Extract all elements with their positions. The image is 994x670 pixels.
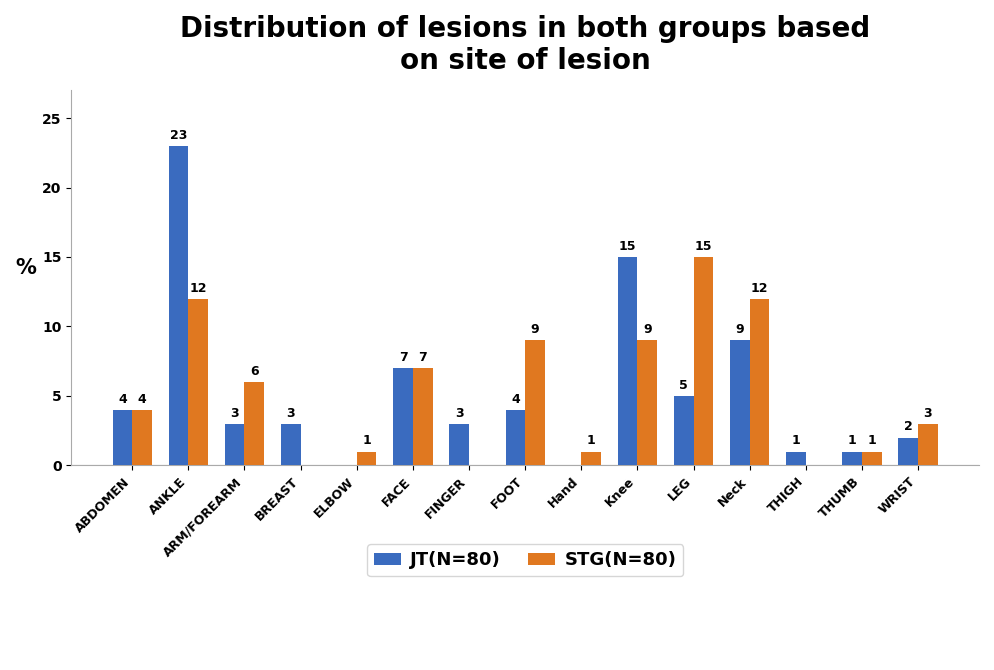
Bar bbox=[394, 368, 413, 466]
Text: 6: 6 bbox=[250, 365, 258, 378]
Text: 3: 3 bbox=[455, 407, 463, 419]
Text: 12: 12 bbox=[190, 281, 207, 295]
Text: 1: 1 bbox=[868, 434, 876, 448]
Text: 9: 9 bbox=[531, 323, 540, 336]
Text: 5: 5 bbox=[679, 379, 688, 392]
Text: 2: 2 bbox=[904, 421, 912, 433]
Bar bbox=[862, 452, 882, 466]
Bar bbox=[842, 452, 862, 466]
Text: 4: 4 bbox=[511, 393, 520, 405]
Bar bbox=[918, 423, 937, 466]
Legend: JT(N=80), STG(N=80): JT(N=80), STG(N=80) bbox=[367, 544, 683, 576]
Bar bbox=[357, 452, 377, 466]
Text: 1: 1 bbox=[362, 434, 371, 448]
Text: 12: 12 bbox=[750, 281, 768, 295]
Text: 1: 1 bbox=[586, 434, 595, 448]
Text: 23: 23 bbox=[170, 129, 187, 141]
Bar bbox=[245, 382, 264, 466]
Bar bbox=[132, 410, 152, 466]
Bar bbox=[525, 340, 545, 466]
Bar bbox=[581, 452, 601, 466]
Text: 7: 7 bbox=[418, 351, 427, 364]
Bar bbox=[618, 257, 637, 466]
Bar bbox=[449, 423, 469, 466]
Bar bbox=[749, 299, 769, 466]
Bar bbox=[189, 299, 208, 466]
Text: 3: 3 bbox=[923, 407, 932, 419]
Text: 7: 7 bbox=[399, 351, 408, 364]
Bar bbox=[899, 438, 918, 466]
Text: 1: 1 bbox=[791, 434, 800, 448]
Y-axis label: %: % bbox=[15, 258, 36, 278]
Text: 1: 1 bbox=[848, 434, 857, 448]
Bar bbox=[786, 452, 806, 466]
Bar bbox=[694, 257, 714, 466]
Text: 3: 3 bbox=[231, 407, 239, 419]
Title: Distribution of lesions in both groups based
on site of lesion: Distribution of lesions in both groups b… bbox=[180, 15, 871, 76]
Bar bbox=[506, 410, 525, 466]
Bar bbox=[730, 340, 749, 466]
Text: 9: 9 bbox=[643, 323, 651, 336]
Text: 15: 15 bbox=[695, 240, 712, 253]
Text: 4: 4 bbox=[118, 393, 127, 405]
Text: 15: 15 bbox=[619, 240, 636, 253]
Text: 9: 9 bbox=[736, 323, 745, 336]
Bar bbox=[637, 340, 657, 466]
Text: 4: 4 bbox=[138, 393, 146, 405]
Bar bbox=[225, 423, 245, 466]
Bar bbox=[413, 368, 432, 466]
Bar bbox=[169, 146, 189, 466]
Bar bbox=[674, 396, 694, 466]
Text: 3: 3 bbox=[286, 407, 295, 419]
Bar bbox=[112, 410, 132, 466]
Bar bbox=[281, 423, 300, 466]
